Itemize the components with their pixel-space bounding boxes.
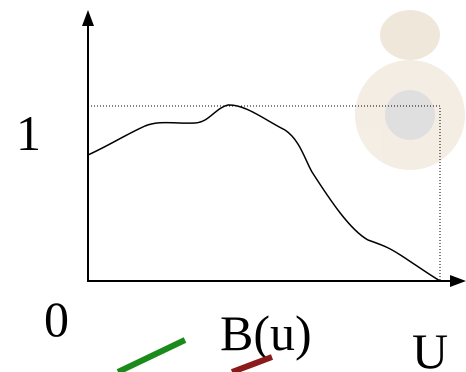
bound-line [88, 105, 441, 281]
green-stroke [116, 337, 187, 372]
red-stroke [230, 354, 274, 372]
x-end-label: U [412, 323, 448, 372]
origin-label: 0 [44, 291, 69, 347]
watermark [355, 10, 465, 170]
x-arrow [450, 275, 466, 287]
curve [87, 104, 441, 282]
y-arrow [82, 10, 94, 26]
curve-label: B(u) [220, 305, 312, 361]
y-one-label: 1 [16, 105, 41, 161]
